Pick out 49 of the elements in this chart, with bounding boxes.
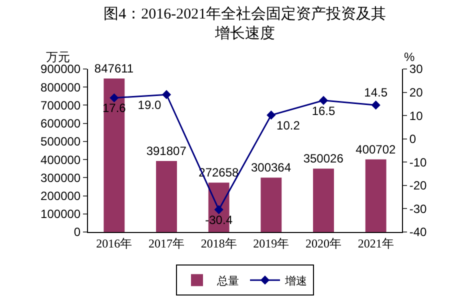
y-tick-label: 700000	[40, 98, 81, 112]
point	[318, 96, 328, 105]
y-tick-label: 100000	[40, 207, 81, 222]
y-tick-label: 500000	[40, 134, 81, 149]
data-label: 10.2	[276, 118, 300, 132]
data-label: 19.0	[138, 98, 162, 112]
bar	[156, 161, 177, 232]
bar	[104, 78, 125, 232]
x-tick-label: 2019年	[253, 236, 290, 250]
y2-tick-label: 10	[409, 108, 424, 123]
data-label: 14.5	[364, 86, 388, 100]
y2-tick-label: 30	[409, 62, 424, 76]
data-label: 16.5	[312, 104, 336, 118]
data-label: 350026	[303, 152, 344, 166]
x-tick-label: 2021年	[358, 236, 394, 250]
point	[110, 93, 119, 102]
y-tick-label: 600000	[40, 116, 81, 131]
legend-label: 总量	[216, 274, 239, 288]
y2-axis-title: %	[404, 50, 415, 64]
x-tick-label: 2020年	[306, 236, 342, 250]
y2-tick-label: 20	[409, 85, 424, 100]
y-tick-label: 300000	[40, 170, 81, 185]
y-tick-label: 400000	[40, 152, 81, 167]
legend-label: 增速	[284, 274, 307, 288]
x-tick-label: 2017年	[148, 236, 184, 250]
x-tick-label: 2018年	[200, 236, 237, 250]
y-tick-label: 0	[74, 225, 81, 240]
y-tick-label: 200000	[40, 188, 81, 203]
data-label: 300364	[250, 160, 292, 175]
point	[214, 205, 224, 214]
y-tick-label: 900000	[40, 62, 81, 76]
bar	[365, 159, 386, 232]
y2-tick-label: -10	[409, 155, 428, 170]
y2-tick-label: -40	[409, 225, 428, 240]
x-tick-label: 2016年	[96, 236, 132, 250]
y-axis-title: 万元	[46, 50, 70, 64]
bar	[313, 168, 334, 232]
point	[371, 100, 380, 110]
chart-title: 图4：2016-2021年全社会固定资产投资及其增长速度	[104, 5, 386, 42]
y2-tick-label: -30	[409, 202, 428, 216]
y2-tick-label: -20	[409, 178, 428, 193]
y-tick-label: 800000	[40, 80, 81, 94]
data-label: 391807	[146, 144, 187, 158]
point	[162, 90, 172, 100]
bar	[260, 178, 282, 232]
data-label: 400702	[356, 142, 396, 156]
y2-tick-label: 0	[409, 132, 416, 146]
data-label: 847611	[94, 61, 134, 76]
point	[266, 110, 276, 120]
